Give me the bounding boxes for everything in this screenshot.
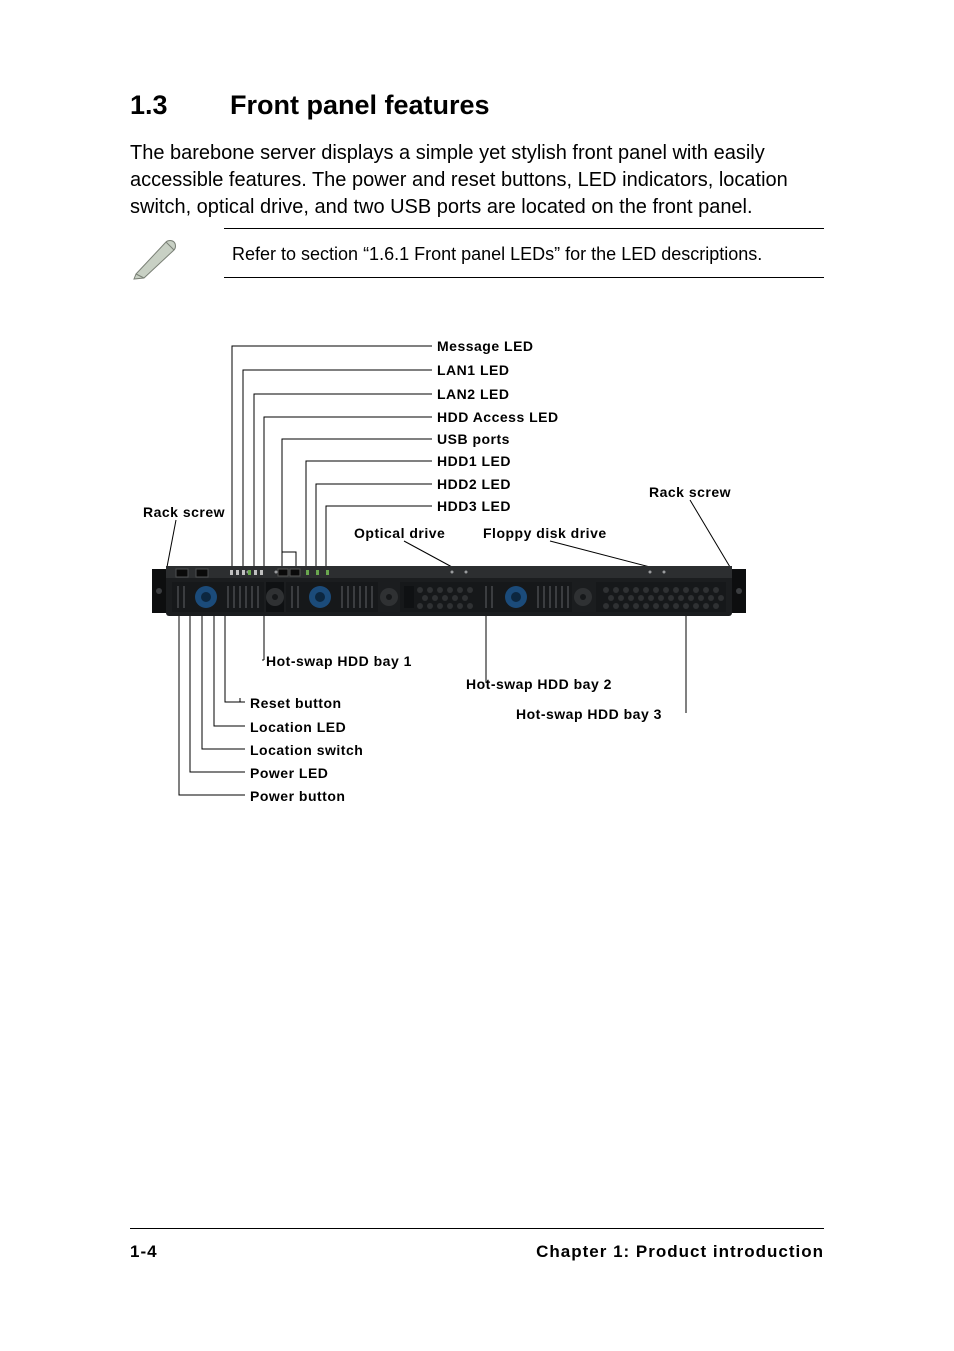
- label-optical-drive: Optical drive: [354, 525, 445, 541]
- label-location-switch: Location switch: [250, 742, 363, 758]
- label-rack-screw-right: Rack screw: [649, 484, 731, 500]
- heading-title: Front panel features: [230, 90, 490, 120]
- label-floppy-drive: Floppy disk drive: [483, 525, 607, 541]
- body-text: The barebone server displays a simple ye…: [130, 142, 788, 218]
- label-lan1-led: LAN1 LED: [437, 362, 509, 378]
- heading-number: 1.3: [130, 90, 168, 120]
- label-reset-button: Reset button: [250, 695, 342, 711]
- section-number: 1.3: [130, 90, 168, 121]
- label-hdd3-led: HDD3 LED: [437, 498, 511, 514]
- label-message-led: Message LED: [437, 338, 534, 354]
- label-hdd1-led: HDD1 LED: [437, 453, 511, 469]
- label-location-led: Location LED: [250, 719, 346, 735]
- server-panel-illustration: [152, 566, 746, 616]
- label-power-button: Power button: [250, 788, 345, 804]
- label-power-led: Power LED: [250, 765, 328, 781]
- pen-icon: [132, 234, 182, 285]
- note-text: Refer to section “1.6.1 Front panel LEDs…: [232, 244, 762, 265]
- footer-chapter: Chapter 1: Product introduction: [536, 1242, 824, 1262]
- label-hdd-access-led: HDD Access LED: [437, 409, 559, 425]
- body-paragraph: The barebone server displays a simple ye…: [130, 140, 810, 221]
- label-hdd2-led: HDD2 LED: [437, 476, 511, 492]
- label-rack-screw-left: Rack screw: [143, 504, 225, 520]
- label-hdd-bay-2: Hot-swap HDD bay 2: [466, 676, 612, 692]
- label-lan2-led: LAN2 LED: [437, 386, 509, 402]
- label-hdd-bay-1: Hot-swap HDD bay 1: [266, 653, 412, 669]
- footer-rule: [130, 1228, 824, 1229]
- label-hdd-bay-3: Hot-swap HDD bay 3: [516, 706, 662, 722]
- section-title: Front panel features: [230, 90, 490, 121]
- footer-page: 1-4: [130, 1242, 158, 1262]
- label-usb-ports: USB ports: [437, 431, 510, 447]
